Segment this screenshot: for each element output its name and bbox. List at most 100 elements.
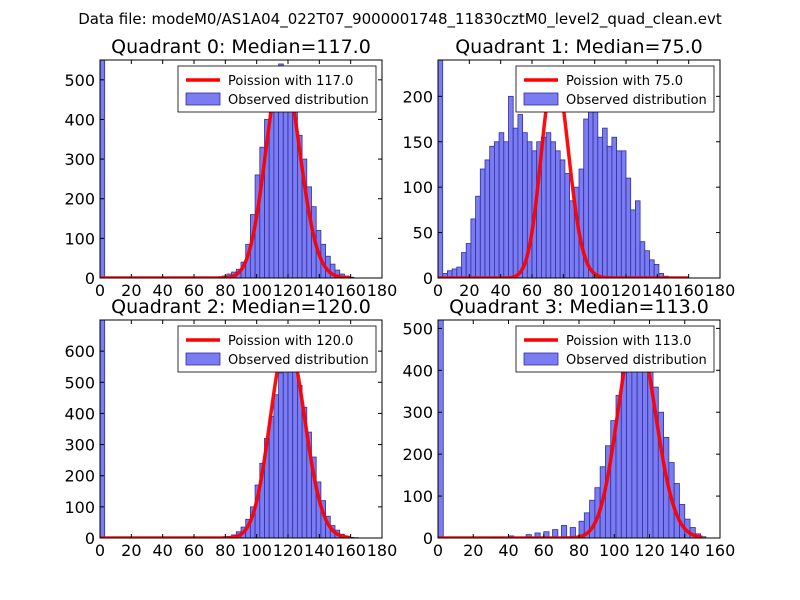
- histogram-bar: [292, 363, 298, 538]
- y-tick-label: 300: [64, 150, 95, 169]
- histogram-bar: [470, 218, 476, 278]
- x-tick-label: 120: [611, 281, 642, 300]
- y-tick-label: 0: [423, 529, 433, 548]
- y-tick-label: 500: [64, 373, 95, 392]
- y-tick-label: 200: [64, 467, 95, 486]
- x-tick-label: 140: [304, 541, 335, 560]
- y-tick-label: 200: [64, 190, 95, 209]
- x-tick-label: 0: [95, 541, 105, 560]
- x-tick-label: 80: [553, 281, 573, 300]
- y-tick-label: 0: [85, 269, 95, 288]
- histogram-bar: [569, 200, 575, 278]
- axes-frame: [437, 59, 721, 279]
- x-tick-label: 0: [433, 281, 443, 300]
- x-tick-label: 20: [121, 281, 141, 300]
- y-tick-label: 200: [402, 87, 433, 106]
- legend: Poission with 120.0 Observed distribution: [177, 325, 377, 373]
- x-tick-label: 60: [534, 541, 554, 560]
- axes-frame: [99, 59, 383, 279]
- subplot-grid: 0 20 40 60 80 100 120 140 160 1800100200300400500…: [64, 36, 735, 560]
- x-tick-label: 20: [463, 541, 483, 560]
- histogram-bar: [438, 60, 444, 278]
- y-tick-label: 100: [402, 178, 433, 197]
- histogram-bar: [555, 150, 561, 278]
- histogram-bar: [639, 241, 646, 278]
- x-tick-label: 40: [490, 281, 510, 300]
- x-tick-label: 0: [433, 541, 443, 560]
- x-tick-label: 140: [642, 281, 673, 300]
- histogram-bar: [282, 353, 289, 538]
- x-tick-label: 140: [304, 281, 335, 300]
- subplot-title: Quadrant 3: Median=113.0: [449, 296, 709, 318]
- histogram-bar: [626, 348, 633, 538]
- legend-label-observed: Observed distribution: [228, 353, 369, 368]
- subplot-0: 0 20 40 60 80 100 120 140 160 1800100200300400500…: [64, 36, 397, 300]
- y-tick-label: 100: [402, 487, 433, 506]
- histogram-bar: [273, 394, 279, 538]
- legend-label-fit: Poission with 113.0: [566, 334, 691, 349]
- y-tick-label: 400: [64, 110, 95, 129]
- x-tick-label: 80: [215, 541, 235, 560]
- subplot-title: Quadrant 1: Median=75.0: [455, 36, 703, 58]
- x-tick-label: 160: [335, 541, 366, 560]
- y-tick-label: 300: [64, 436, 95, 455]
- histogram-bar: [296, 384, 303, 538]
- legend-bar-swatch: [523, 352, 559, 366]
- x-tick-label: 0: [95, 281, 105, 300]
- histogram-bar: [489, 145, 495, 278]
- legend-label-observed: Observed distribution: [566, 353, 707, 368]
- subplot-title: Quadrant 2: Median=120.0: [111, 296, 371, 318]
- histogram-bar: [545, 132, 552, 278]
- x-tick-label: 180: [705, 281, 736, 300]
- legend-label-observed: Observed distribution: [228, 93, 369, 108]
- x-tick-label: 160: [335, 281, 366, 300]
- subplot-3: 0 20 40 60 80 100 120 140 1600100200300400500Qua…: [402, 296, 735, 560]
- histogram-bar: [611, 136, 618, 278]
- subplot-2: 0 20 40 60 80 100 120 140 160 1800100200300400500…: [64, 296, 397, 560]
- x-tick-label: 20: [121, 541, 141, 560]
- histogram-bar: [649, 259, 655, 278]
- histogram-bar: [268, 416, 275, 538]
- legend-label-fit: Poission with 117.0: [228, 74, 353, 89]
- x-tick-label: 120: [273, 281, 304, 300]
- histogram-bar: [278, 372, 284, 538]
- histogram-bar: [559, 159, 566, 278]
- y-tick-label: 50: [413, 224, 433, 243]
- y-tick-label: 100: [64, 498, 95, 517]
- x-tick-label: 100: [241, 541, 272, 560]
- x-tick-label: 160: [705, 541, 736, 560]
- histogram-bar: [592, 109, 599, 278]
- legend-label-observed: Observed distribution: [566, 93, 707, 108]
- histogram-bar: [630, 209, 636, 278]
- histogram-bar: [588, 100, 594, 278]
- y-tick-label: 500: [402, 319, 433, 338]
- y-tick-label: 0: [423, 269, 433, 288]
- y-tick-label: 300: [402, 403, 433, 422]
- histogram-bar: [550, 141, 556, 278]
- histogram-bar: [653, 263, 660, 278]
- histogram-bar: [287, 87, 294, 278]
- x-tick-label: 40: [498, 541, 518, 560]
- legend: Poission with 75.0 Observed distribution: [515, 65, 715, 113]
- legend-bar-swatch: [523, 92, 559, 106]
- legend: Poission with 117.0 Observed distribution: [177, 65, 377, 113]
- x-tick-label: 60: [522, 281, 542, 300]
- histogram-bar: [287, 350, 294, 538]
- histogram-bar: [578, 168, 585, 278]
- histogram-bar: [597, 136, 603, 278]
- x-tick-label: 120: [273, 541, 304, 560]
- histogram-bar: [620, 369, 627, 538]
- x-tick-label: 80: [215, 281, 235, 300]
- histogram-bar: [508, 95, 514, 278]
- y-tick-label: 200: [402, 445, 433, 464]
- x-tick-label: 60: [184, 281, 204, 300]
- histogram-bar: [461, 252, 467, 278]
- x-tick-label: 40: [152, 281, 172, 300]
- histogram-bar: [658, 273, 665, 278]
- histogram-bar: [564, 173, 571, 278]
- histogram-bar: [100, 60, 106, 278]
- y-tick-label: 500: [64, 71, 95, 90]
- x-tick-label: 20: [459, 281, 479, 300]
- y-tick-label: 0: [85, 529, 95, 548]
- histogram-bar: [438, 320, 444, 538]
